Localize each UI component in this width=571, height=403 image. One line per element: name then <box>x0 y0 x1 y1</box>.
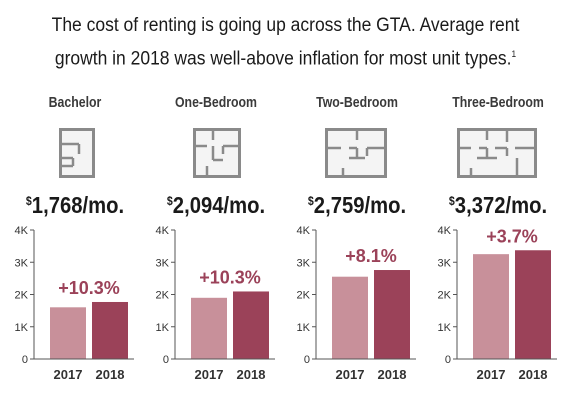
growth-label: +10.3% <box>58 278 120 298</box>
unit-price: $3,372/mo. <box>439 192 557 219</box>
footnote-marker: 1 <box>511 49 517 59</box>
y-tick-label: 3K <box>438 257 452 269</box>
currency-symbol: $ <box>307 194 314 208</box>
title-line-2: growth in 2018 was well-above inflation … <box>23 40 548 73</box>
x-category-label: 2018 <box>378 367 407 382</box>
bar-chart-bachelor: 0 1K 2K 3K 4K 2017 2018 +10.3% <box>15 225 134 382</box>
title-line-1: The cost of renting is going up across t… <box>51 15 520 36</box>
bar-2017 <box>50 307 86 359</box>
y-tick-label: 0 <box>22 354 28 366</box>
unit-price: $1,768/mo. <box>16 192 134 219</box>
unit-price: $2,094/mo. <box>157 192 275 219</box>
unit-name: Two-Bedroom <box>316 94 398 111</box>
y-tick-label: 4K <box>15 225 29 237</box>
y-tick-label: 1K <box>156 322 170 334</box>
x-category-label: 2018 <box>237 367 266 382</box>
chart-title: The cost of renting is going up across t… <box>23 12 548 73</box>
y-tick-label: 1K <box>438 322 452 334</box>
bar-2017 <box>332 276 368 359</box>
y-tick-label: 0 <box>163 354 169 366</box>
unit-name: One-Bedroom <box>174 94 257 111</box>
y-tick-label: 2K <box>15 290 29 302</box>
bar-chart-three-bedroom: 0 1K 2K 3K 4K 2017 2018 +3.7% <box>438 225 557 382</box>
bar-2017 <box>473 254 509 359</box>
y-tick-label: 2K <box>156 290 170 302</box>
x-category-label: 2017 <box>54 367 83 382</box>
currency-symbol: $ <box>166 194 173 208</box>
y-tick-label: 2K <box>438 290 452 302</box>
price-value: 1,768/mo. <box>31 192 125 218</box>
price-value: 2,759/mo. <box>313 192 407 218</box>
floorplan-three-bedroom-icon <box>457 128 537 178</box>
floorplan-two-bedroom-icon <box>325 128 387 178</box>
bar-2018 <box>374 270 410 359</box>
y-tick-label: 1K <box>297 322 311 334</box>
x-category-label: 2017 <box>195 367 224 382</box>
x-category-label: 2017 <box>336 367 365 382</box>
unit-column-two-bedroom: Two-Bedroom $2,759/mo. 0 1K 2K 3K 4K 2017 2018… <box>290 94 424 394</box>
bar-chart-one-bedroom: 0 1K 2K 3K 4K 2017 2018 +10.3% <box>156 225 275 382</box>
floorplan-bachelor-icon <box>59 128 95 178</box>
bar-2017 <box>191 297 227 359</box>
unit-price: $2,759/mo. <box>298 192 416 219</box>
y-tick-label: 4K <box>297 225 311 237</box>
growth-label: +10.3% <box>199 267 261 287</box>
bar-2018 <box>92 301 128 359</box>
x-category-label: 2017 <box>477 367 506 382</box>
y-tick-label: 4K <box>438 225 452 237</box>
price-value: 2,094/mo. <box>172 192 266 218</box>
currency-symbol: $ <box>25 194 32 208</box>
y-tick-label: 4K <box>156 225 170 237</box>
growth-label: +8.1% <box>345 246 397 266</box>
x-category-label: 2018 <box>519 367 548 382</box>
floorplan-one-bedroom-icon <box>193 128 241 178</box>
y-tick-label: 0 <box>304 354 310 366</box>
bar-2018 <box>233 291 269 359</box>
y-tick-label: 2K <box>297 290 311 302</box>
unit-name: Bachelor <box>48 94 102 111</box>
unit-column-one-bedroom: One-Bedroom $2,094/mo. 0 1K 2K 3K 4K 2017 2018… <box>149 94 283 394</box>
title-line-2-text: growth in 2018 was well-above inflation … <box>54 48 512 70</box>
growth-label: +3.7% <box>486 226 538 246</box>
unit-name: Three-Bedroom <box>452 94 544 111</box>
y-tick-label: 3K <box>297 257 311 269</box>
currency-symbol: $ <box>448 194 455 208</box>
price-value: 3,372/mo. <box>454 192 548 218</box>
bar-2018 <box>515 250 551 359</box>
y-tick-label: 3K <box>15 257 29 269</box>
x-category-label: 2018 <box>96 367 125 382</box>
y-tick-label: 3K <box>156 257 170 269</box>
y-tick-label: 0 <box>445 354 451 366</box>
bar-chart-two-bedroom: 0 1K 2K 3K 4K 2017 2018 +8.1% <box>297 225 416 382</box>
unit-column-bachelor: Bachelor $1,768/mo. 0 1K 2K 3K 4K 2017 2018 +10… <box>8 94 142 394</box>
y-tick-label: 1K <box>15 322 29 334</box>
unit-column-three-bedroom: Three-Bedroom $3,372/mo. 0 1K 2K 3K 4K 2017 20… <box>431 94 565 394</box>
